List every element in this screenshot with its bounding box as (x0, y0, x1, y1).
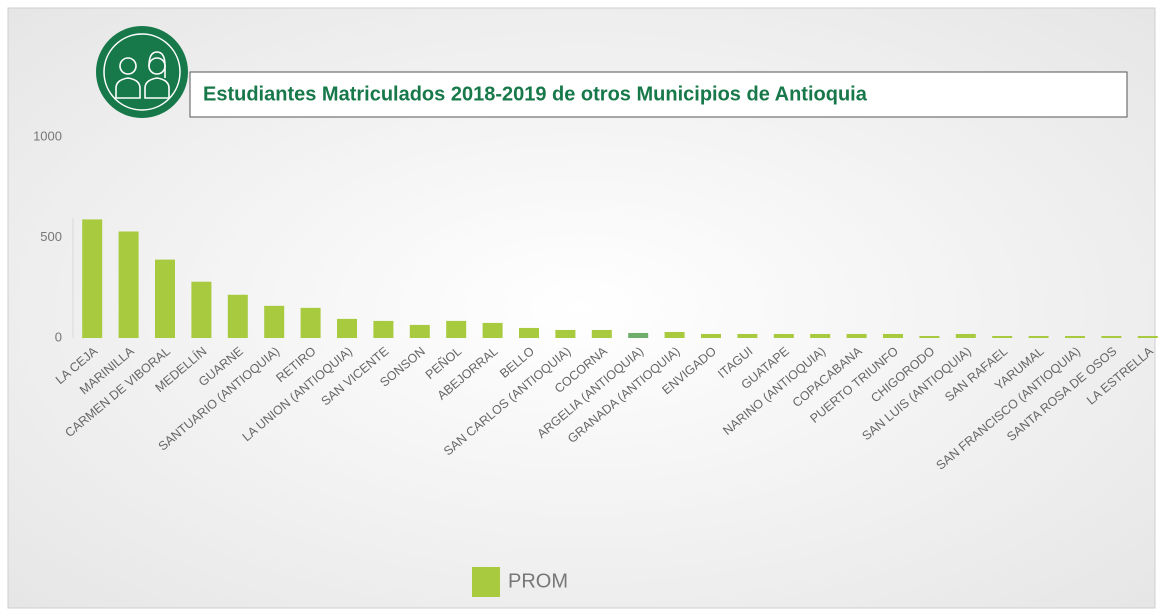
bar (919, 335, 940, 338)
title-icon (96, 26, 188, 118)
bar (773, 333, 794, 338)
bar (846, 333, 867, 338)
bar (955, 333, 976, 338)
bar (1101, 335, 1122, 338)
icon-ring (103, 33, 181, 111)
title-box (189, 71, 1128, 118)
bar (337, 318, 357, 338)
legend-label: PROM (508, 570, 568, 592)
legend-swatch (472, 567, 500, 597)
bar (155, 259, 175, 338)
bar (591, 329, 612, 338)
bar (992, 335, 1013, 338)
bar (1137, 335, 1158, 338)
bar (409, 324, 430, 338)
bar (1065, 335, 1085, 338)
y-tick-label: 1000 (33, 128, 62, 143)
bar (555, 329, 576, 338)
y-tick-label: 500 (40, 229, 62, 244)
bar (446, 320, 467, 338)
bar (191, 281, 212, 338)
bar (810, 333, 831, 338)
bar (737, 333, 758, 338)
people-icon (115, 51, 170, 99)
bar (628, 332, 649, 338)
y-tick-label: 0 (55, 329, 62, 344)
bar (883, 333, 903, 338)
chart-title: Estudiantes Matriculados 2018-2019 de ot… (203, 83, 868, 105)
bar (519, 327, 539, 338)
bar (482, 322, 503, 338)
bar (701, 333, 721, 338)
bar (227, 294, 248, 338)
bar (118, 231, 139, 338)
bar (664, 331, 685, 338)
bar (1028, 335, 1049, 338)
bar (300, 307, 321, 338)
bar (82, 219, 103, 338)
bar (373, 320, 394, 338)
bar (264, 305, 285, 338)
